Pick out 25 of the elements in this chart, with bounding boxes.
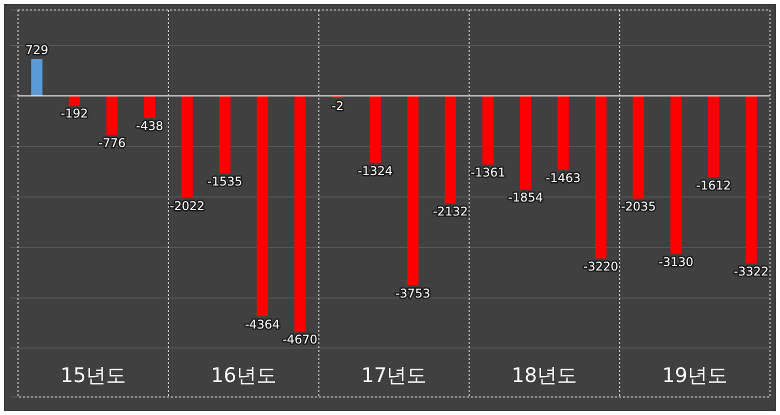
data-label: -192	[60, 106, 88, 121]
x-tick-label: 16년도	[210, 363, 276, 388]
data-label: -3322	[734, 264, 769, 279]
data-label: -3753	[395, 286, 430, 300]
data-label: -1612	[696, 178, 732, 192]
data-label: -2	[332, 98, 344, 113]
data-label: 729	[25, 43, 48, 58]
x-tick-label: 18년도	[512, 363, 578, 388]
data-label: -1324	[358, 164, 393, 178]
data-label: -3220	[583, 260, 618, 274]
data-label: -2132	[432, 204, 468, 219]
x-tick-label: 15년도	[60, 363, 126, 388]
data-label: -776	[98, 136, 126, 150]
data-label: -4364	[244, 317, 280, 332]
data-label: -3130	[658, 254, 694, 269]
data-label: -1535	[207, 174, 242, 188]
data-label: -1361	[470, 166, 506, 180]
x-tick-label: 17년도	[361, 363, 427, 388]
data-label: -4670	[282, 332, 318, 347]
data-label: -2022	[170, 199, 205, 214]
data-label: -1854	[508, 190, 544, 205]
data-label: -438	[136, 119, 164, 134]
data-label: -2035	[620, 200, 656, 214]
data-label: -1463	[546, 170, 581, 185]
x-tick-label: 19년도	[662, 363, 728, 388]
